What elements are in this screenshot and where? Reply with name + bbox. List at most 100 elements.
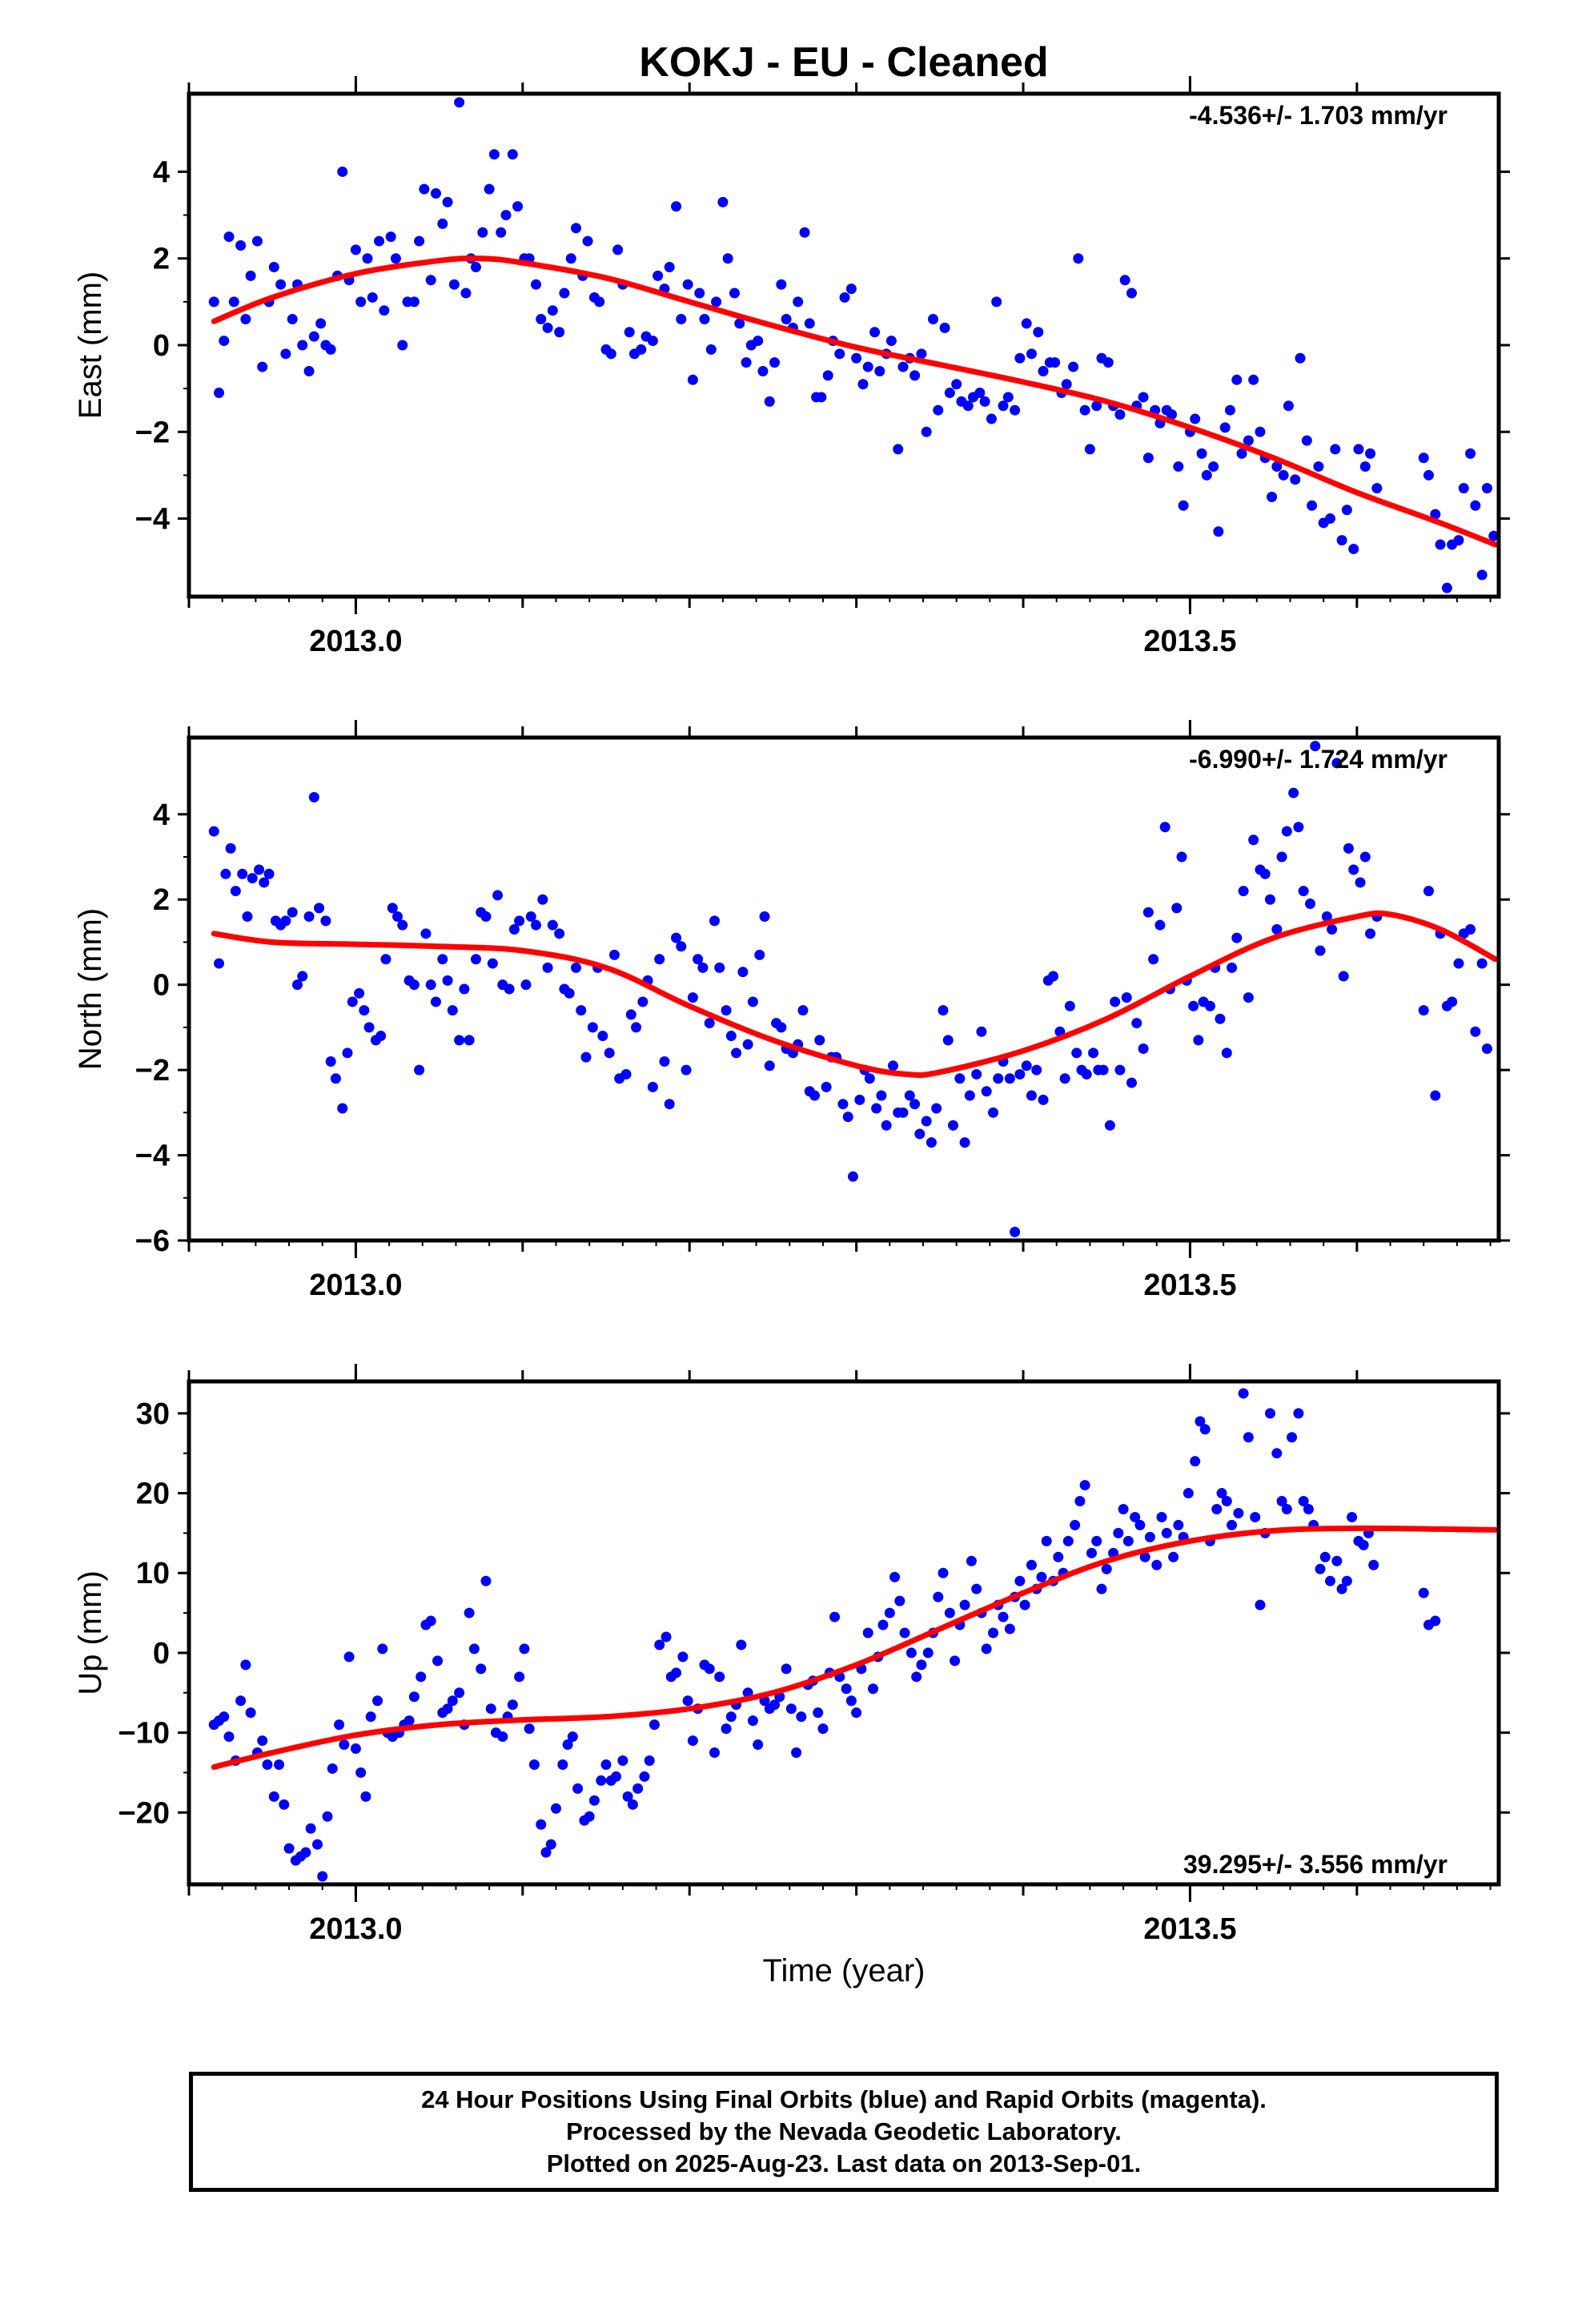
data-point: [1298, 886, 1309, 897]
data-point: [571, 962, 582, 973]
data-point: [425, 979, 436, 991]
y-tick-label: 4: [153, 155, 170, 189]
data-point: [822, 370, 833, 381]
data-point: [909, 370, 921, 381]
plot-area: [208, 0, 1499, 1882]
data-point: [524, 1723, 535, 1735]
y-tick-label: 30: [136, 1397, 170, 1431]
data-point: [315, 318, 327, 329]
data-point: [1313, 461, 1324, 472]
data-point: [1219, 422, 1231, 433]
data-point: [671, 932, 682, 943]
data-point: [1458, 483, 1469, 494]
x-tick-label: 2013.5: [1143, 1269, 1236, 1302]
data-point: [1173, 461, 1184, 472]
data-point: [1036, 1571, 1047, 1582]
data-point: [1199, 1424, 1211, 1435]
data-point: [1418, 1587, 1429, 1598]
data-point: [676, 314, 687, 325]
data-point: [1430, 1090, 1441, 1101]
rate-label: -6.990+/- 1.724 mm/yr: [1189, 745, 1447, 774]
data-point: [1331, 1555, 1343, 1566]
data-point: [1255, 1599, 1266, 1610]
data-point: [704, 1018, 715, 1029]
data-point: [1301, 435, 1312, 446]
data-point: [1359, 461, 1371, 472]
y-tick-label: 0: [153, 969, 170, 1003]
data-point: [921, 426, 932, 437]
data-point: [625, 1009, 636, 1020]
data-point: [504, 983, 515, 995]
data-point: [605, 348, 616, 360]
plot-area: [208, 97, 1499, 593]
footer-line-2: Processed by the Nevada Geodetic Laborat…: [566, 2117, 1122, 2145]
data-point: [525, 911, 536, 923]
data-point: [464, 1035, 475, 1046]
y-tick-label: 4: [153, 798, 170, 832]
data-point: [420, 928, 432, 939]
data-point: [311, 1839, 323, 1850]
east-panel: 2013.0 2013.5 −4 −2 0 2 4 East (mm) -4.536+/- 1.…: [73, 76, 1510, 658]
data-point: [1321, 911, 1332, 923]
data-point: [1430, 1615, 1441, 1626]
data-point: [447, 1005, 458, 1016]
data-point: [659, 1055, 670, 1067]
data-point: [611, 1771, 622, 1782]
data-point: [714, 962, 725, 973]
data-point: [297, 971, 308, 982]
data-point: [557, 1759, 568, 1770]
data-point: [864, 1073, 875, 1084]
data-point: [1315, 945, 1326, 956]
data-point: [759, 911, 770, 923]
data-point: [287, 907, 298, 918]
data-point: [477, 227, 488, 238]
data-point: [897, 361, 909, 372]
data-point: [1336, 535, 1347, 546]
data-point: [1138, 1043, 1149, 1055]
data-point: [257, 1735, 268, 1747]
plot-frame: [187, 735, 1501, 1243]
data-point: [1014, 1575, 1026, 1586]
data-point: [1250, 1511, 1261, 1522]
data-point: [1050, 357, 1061, 368]
data-point: [567, 1731, 578, 1743]
y-tick-label: 2: [153, 243, 170, 276]
data-point: [829, 1611, 841, 1622]
data-point: [926, 1137, 937, 1148]
data-point: [737, 967, 749, 978]
data-point: [639, 1771, 650, 1782]
data-point: [375, 1031, 387, 1042]
data-point: [442, 1703, 453, 1715]
data-point: [916, 1659, 927, 1671]
data-point: [512, 201, 524, 212]
data-point: [988, 1627, 999, 1638]
data-point: [1195, 1416, 1206, 1427]
data-point: [247, 873, 258, 884]
data-point: [604, 1047, 615, 1059]
data-point: [729, 287, 740, 299]
data-point: [1476, 958, 1488, 969]
data-point: [430, 996, 441, 1007]
data-point: [637, 996, 648, 1007]
data-point: [644, 1755, 655, 1766]
data-point: [1208, 461, 1219, 472]
data-point: [1026, 1090, 1037, 1101]
data-point: [480, 911, 492, 923]
data-point: [514, 915, 525, 927]
data-point: [711, 296, 722, 308]
data-point: [687, 1735, 698, 1747]
data-point: [904, 1090, 915, 1101]
data-point: [869, 327, 881, 338]
data-point: [1453, 535, 1464, 546]
data-point: [1048, 971, 1059, 982]
data-point: [979, 396, 990, 407]
data-point: [1026, 348, 1037, 360]
footer-note: 24 Hour Positions Using Final Orbits (bl…: [189, 2072, 1499, 2192]
data-point: [1465, 0, 1476, 6]
data-point: [437, 954, 448, 965]
data-point: [317, 1871, 328, 1882]
data-point: [559, 287, 570, 299]
data-point: [1033, 327, 1044, 338]
data-point: [632, 1783, 644, 1794]
